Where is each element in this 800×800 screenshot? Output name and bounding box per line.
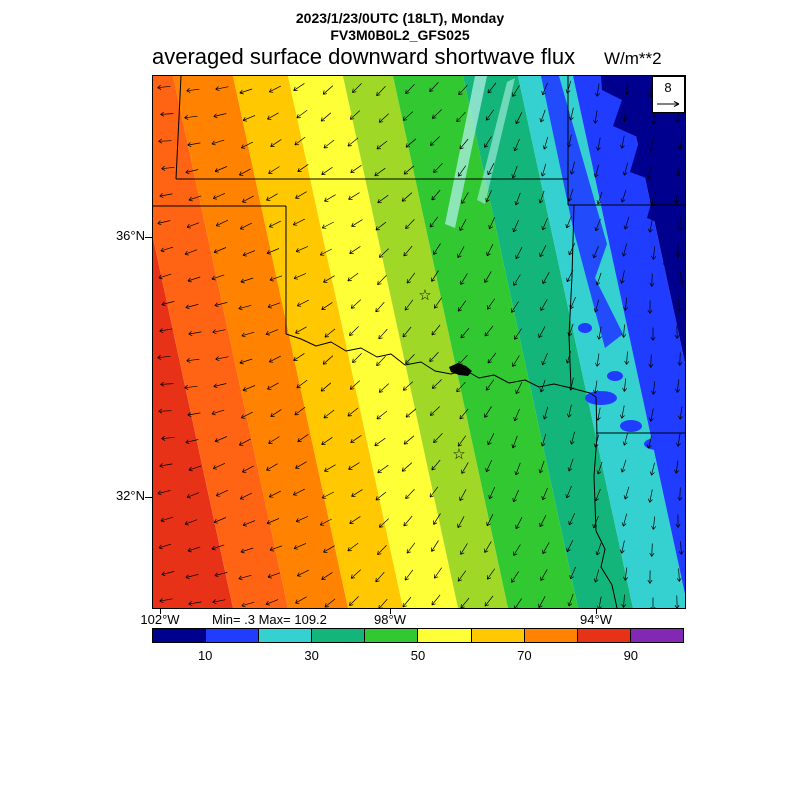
colorbar-segment	[152, 628, 207, 643]
flux-band	[343, 76, 508, 608]
axis-tick	[145, 497, 152, 498]
state-border	[285, 333, 572, 389]
latitude-tick-label: 32°N	[115, 488, 145, 503]
cloud-patch	[620, 420, 642, 432]
valid-time-line: 2023/1/23/0UTC (18LT), Monday	[295, 10, 505, 26]
units-label: W/m**2	[602, 49, 662, 69]
state-border	[568, 204, 575, 389]
wind-reference-arrow	[657, 101, 680, 107]
state-border	[175, 76, 182, 180]
wind-vectors	[157, 80, 684, 608]
cloud-patch	[607, 371, 623, 381]
colorbar	[152, 628, 684, 643]
cloud-region	[601, 76, 685, 286]
colorbar-segment	[629, 628, 684, 643]
minmax-stats: Min= .3 Max= 109.2	[212, 612, 327, 627]
flux-band	[573, 76, 685, 595]
axis-tick	[390, 608, 391, 614]
latitude-tick-label: 36°N	[115, 228, 145, 243]
map-canvas: ☆ ☆ 8	[152, 75, 686, 609]
flux-band	[233, 76, 403, 608]
longitude-tick-label: 102°W	[140, 612, 180, 627]
colorbar-tick-label: 10	[197, 648, 213, 663]
longitude-tick-label: 98°W	[374, 612, 406, 627]
city-star-marker: ☆	[418, 287, 431, 304]
cloud-region	[445, 76, 487, 228]
flux-band	[518, 76, 685, 608]
flux-band	[463, 76, 633, 608]
axis-tick	[145, 237, 152, 238]
cloud-patch	[578, 323, 592, 333]
colorbar-tick-label: 70	[517, 648, 532, 663]
colorbar-tick-label: 90	[623, 648, 639, 663]
flux-band	[393, 76, 578, 608]
model-name-line: FV3M0B0L2_GFS025	[330, 27, 470, 43]
colorbar-segment	[576, 628, 631, 643]
colorbar-segment	[364, 628, 419, 643]
plot-title: averaged surface downward shortwave flux	[152, 44, 576, 69]
cloud-patch	[644, 438, 670, 450]
longitude-tick-label: 94°W	[580, 612, 612, 627]
flux-band	[173, 76, 348, 608]
colorbar-segment	[523, 628, 578, 643]
colorbar-segment	[258, 628, 313, 643]
axis-tick	[160, 608, 161, 614]
colorbar-segment	[417, 628, 472, 643]
cloud-region	[541, 76, 623, 348]
city-star-marker: ☆	[452, 446, 465, 463]
colorbar-tick-label: 30	[304, 648, 319, 663]
lake-marker	[449, 363, 472, 376]
colorbar-segment	[311, 628, 366, 643]
wind-reference-value: 8	[664, 80, 671, 95]
cloud-patch	[663, 461, 683, 471]
state-border	[570, 387, 598, 532]
colorbar-segment	[470, 628, 525, 643]
state-border	[595, 530, 618, 608]
flux-band	[288, 76, 458, 608]
flux-band	[153, 76, 288, 608]
flux-map-plot: ☆ ☆ 8	[153, 76, 685, 608]
colorbar-segment	[205, 628, 260, 643]
cloud-region	[477, 78, 515, 204]
wind-reference-box	[652, 76, 685, 113]
colorbar-tick-label: 50	[410, 648, 426, 663]
axis-tick	[596, 608, 597, 614]
